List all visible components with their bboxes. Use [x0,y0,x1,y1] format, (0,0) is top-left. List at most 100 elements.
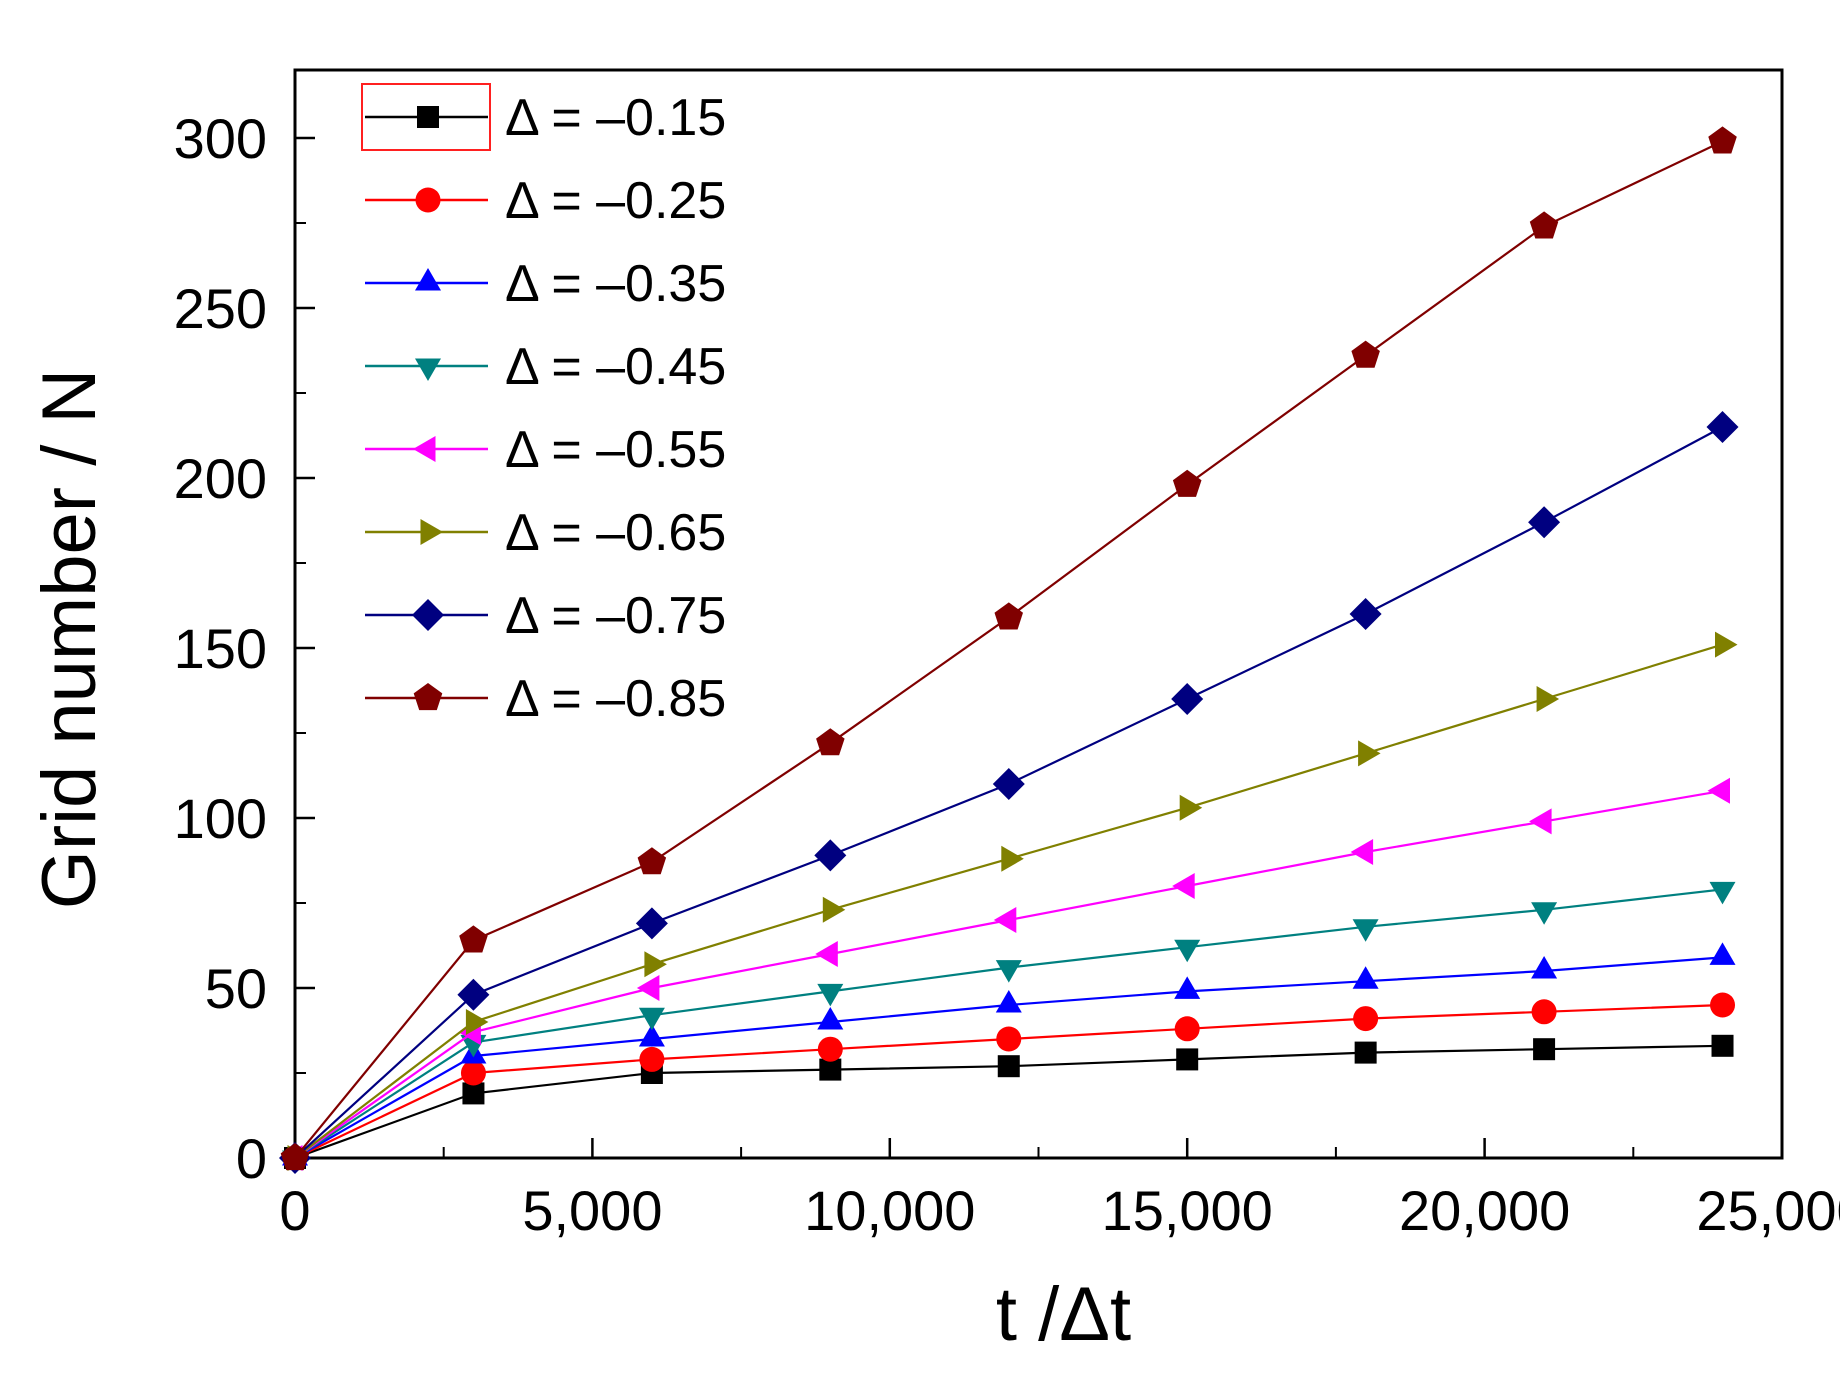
data-point [1531,956,1558,979]
data-point [1529,211,1559,239]
data-point [637,847,667,875]
data-point [1709,942,1736,965]
series-1 [284,1034,1734,1169]
data-point [1179,794,1203,821]
y-tick-label: 100 [174,787,267,850]
x-tick-label: 15,000 [1102,1179,1273,1242]
series-group [279,126,1739,1174]
data-point [1708,126,1737,154]
y-tick-label: 150 [174,617,267,680]
legend-item: Δ = –0.35 [365,255,726,313]
data-point [457,978,490,1011]
legend-label: Δ = –0.15 [505,89,726,147]
y-tick-label: 0 [236,1127,267,1190]
data-point [993,907,1017,933]
data-point [638,1007,665,1031]
data-point [462,1082,485,1105]
data-point [1711,1034,1734,1057]
data-point [1353,1006,1379,1032]
legend-item: Δ = –0.55 [365,421,726,479]
legend-marker [413,683,443,711]
data-point [992,768,1025,800]
x-tick-label: 10,000 [804,1179,975,1242]
data-point [1174,1016,1200,1042]
series-2 [282,992,1736,1171]
legend-label: Δ = –0.75 [505,587,726,645]
legend-marker [415,187,441,213]
data-point [1351,340,1380,368]
data-point [995,990,1022,1013]
axes: 0 5,000 10,000 15,000 20,000 25,000 0 50 100 150 2… [174,68,1840,1242]
data-point [636,975,660,1001]
data-point [1176,1048,1199,1071]
data-point [819,1058,842,1081]
legend-label: Δ = –0.85 [505,670,726,728]
data-point [1528,506,1561,539]
data-point [1710,992,1736,1018]
data-point [817,1007,844,1030]
data-point [996,1026,1022,1052]
legend-selection-box [361,83,491,151]
data-point [1352,966,1379,989]
data-point [1531,902,1558,925]
data-point [995,960,1022,983]
data-point [1172,469,1202,497]
data-point [1174,976,1201,999]
legend-marker [417,106,439,128]
y-axis-title: Grid number / N [27,369,112,910]
data-point [635,907,668,940]
data-point [815,941,838,967]
legend-label: Δ = –0.65 [505,504,726,562]
data-point [1707,777,1730,804]
data-point [644,951,667,978]
legend: Δ = –0.15 Δ = –0.25 Δ = –0.35 Δ = –0.45 Δ = … [361,83,726,728]
data-point [822,896,846,923]
legend-marker [412,599,444,631]
x-axis-title: t /Δt [996,1272,1131,1357]
legend-marker [420,519,443,545]
data-point [460,1060,486,1086]
legend-label: Δ = –0.35 [505,255,726,313]
y-tick-label: 250 [174,277,267,340]
data-point [1350,839,1374,865]
data-point [280,1143,310,1171]
data-point [1354,1041,1377,1064]
data-point [1536,686,1560,712]
data-point [459,925,488,953]
x-tick-label: 5,000 [522,1179,662,1242]
data-point [816,728,845,756]
legend-item: Δ = –0.15 [365,89,726,147]
data-point [1531,999,1557,1025]
data-point [1709,881,1736,905]
y-tick-label: 200 [174,447,267,510]
series-7 [279,411,1739,1174]
data-point [814,839,847,872]
legend-label: Δ = –0.45 [505,338,726,396]
legend-marker [415,268,441,291]
data-point [1529,808,1552,835]
data-point [1171,683,1204,715]
data-point [1715,631,1738,658]
data-point [1352,919,1379,942]
data-point [1706,411,1739,443]
legend-item: Δ = –0.65 [365,504,726,562]
x-tick-label: 0 [279,1179,310,1242]
data-point [817,983,844,1007]
x-tick-label: 20,000 [1399,1179,1570,1242]
data-point [465,1009,489,1035]
data-point [1174,939,1201,963]
data-point [1001,845,1024,872]
legend-marker [415,358,441,381]
legend-marker [413,436,436,462]
data-point [997,1055,1020,1078]
x-tick-label: 25,000 [1696,1179,1840,1242]
y-tick-label: 50 [205,957,267,1020]
legend-item: Δ = –0.85 [365,670,726,728]
legend-label: Δ = –0.25 [505,172,726,230]
data-point [994,602,1023,630]
y-tick-label: 300 [174,107,267,170]
data-point [1533,1038,1556,1061]
data-point [1349,598,1382,630]
data-point [817,1036,843,1062]
